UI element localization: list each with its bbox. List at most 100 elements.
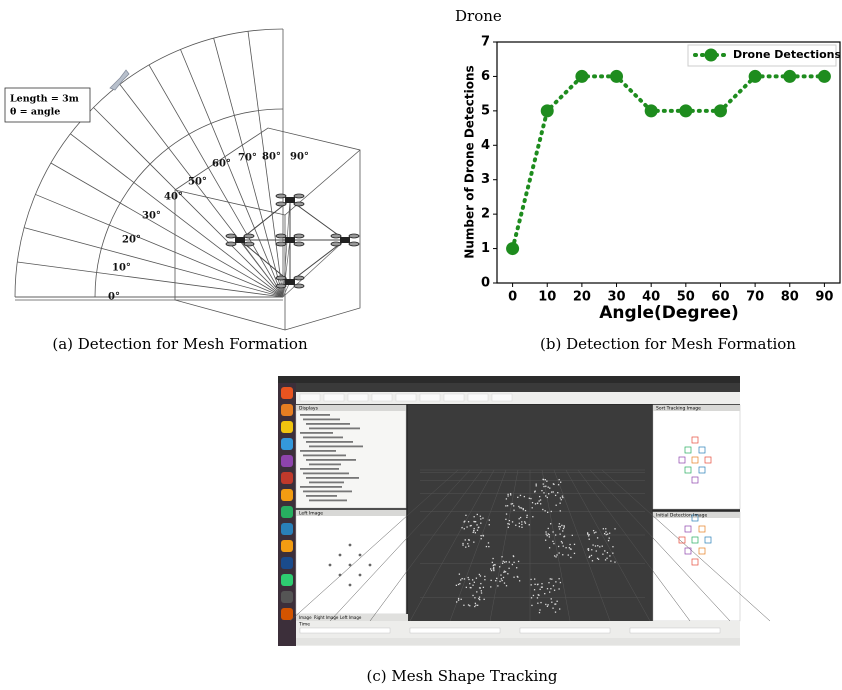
image-dot <box>329 564 332 567</box>
cloud-point <box>474 597 475 598</box>
dock-icon[interactable] <box>281 438 293 450</box>
toolbar-button[interactable] <box>324 394 344 401</box>
cloud-point <box>491 570 492 571</box>
drone-rotor <box>294 276 304 280</box>
cloud-point <box>477 514 478 515</box>
dock-icon[interactable] <box>281 421 293 433</box>
tree-row <box>309 482 344 484</box>
toolbar-button[interactable] <box>420 394 440 401</box>
toolbar-button[interactable] <box>300 394 320 401</box>
cloud-point <box>476 524 477 525</box>
toolbar-button[interactable] <box>492 394 512 401</box>
caption: (c) Mesh Shape Tracking <box>366 667 557 685</box>
tab[interactable]: Image <box>299 615 312 620</box>
dock-icon[interactable] <box>281 574 293 586</box>
dock-icon[interactable] <box>281 523 293 535</box>
cloud-point <box>470 525 471 526</box>
cloud-point <box>541 490 542 491</box>
toolbar-button[interactable] <box>348 394 368 401</box>
data-point <box>610 70 623 83</box>
drone-rotor <box>244 234 254 238</box>
cloud-point <box>546 481 547 482</box>
cloud-point <box>458 584 459 585</box>
tree-row <box>306 477 359 479</box>
drone-rotor <box>226 234 236 238</box>
cloud-point <box>464 578 465 579</box>
time-field <box>630 628 720 633</box>
cloud-point <box>478 527 479 528</box>
tree-row <box>309 446 363 448</box>
cloud-point <box>480 587 481 588</box>
tree-row <box>306 459 356 461</box>
dock-icon[interactable] <box>281 591 293 603</box>
cloud-point <box>559 528 560 529</box>
tree-row <box>303 473 349 475</box>
dock-icon[interactable] <box>281 472 293 484</box>
dock-icon[interactable] <box>281 489 293 501</box>
cloud-point <box>574 553 575 554</box>
cloud-point <box>468 521 469 522</box>
drone-rotor <box>226 242 236 246</box>
cloud-point <box>543 483 544 484</box>
cloud-point <box>493 564 494 565</box>
cloud-point <box>544 593 545 594</box>
drone-rotor <box>276 284 286 288</box>
data-point <box>818 70 831 83</box>
cloud-point <box>563 525 564 526</box>
toolbar-button[interactable] <box>372 394 392 401</box>
drone-body <box>235 237 245 243</box>
cloud-point <box>605 559 606 560</box>
cloud-point <box>500 574 501 575</box>
angle-label: 40° <box>164 192 183 203</box>
cloud-point <box>477 605 478 606</box>
cloud-point <box>598 559 599 560</box>
dock-icon[interactable] <box>281 387 293 399</box>
cloud-point <box>558 546 559 547</box>
cloud-point <box>561 541 562 542</box>
tab[interactable]: Right Image <box>314 615 339 620</box>
dock-icon[interactable] <box>281 455 293 467</box>
cloud-point <box>597 545 598 546</box>
drone-body <box>285 197 295 203</box>
toolbar-button[interactable] <box>444 394 464 401</box>
tree-row <box>303 437 343 439</box>
cloud-point <box>490 586 491 587</box>
cloud-point <box>506 513 507 514</box>
cloud-point <box>558 526 559 527</box>
drone-rotor <box>349 242 359 246</box>
dock-icon[interactable] <box>281 608 293 620</box>
dock-icon[interactable] <box>281 404 293 416</box>
cloud-point <box>474 516 475 517</box>
cloud-point <box>614 528 615 529</box>
x-tick-label: 50 <box>677 290 695 305</box>
cloud-point <box>605 531 606 532</box>
cloud-point <box>548 582 549 583</box>
cloud-point <box>468 577 469 578</box>
cloud-point <box>534 584 535 585</box>
cloud-point <box>462 543 463 544</box>
cloud-point <box>570 557 571 558</box>
drone-rotor <box>244 242 254 246</box>
dock-icon[interactable] <box>281 506 293 518</box>
toolbar-button[interactable] <box>396 394 416 401</box>
cloud-point <box>556 505 557 506</box>
cloud-point <box>513 577 514 578</box>
cloud-point <box>534 578 535 579</box>
cloud-point <box>544 510 545 511</box>
cloud-point <box>548 493 549 494</box>
cloud-point <box>507 573 508 574</box>
cloud-point <box>517 497 518 498</box>
cloud-point <box>559 534 560 535</box>
dock-icon[interactable] <box>281 557 293 569</box>
cloud-point <box>495 580 496 581</box>
cloud-point <box>612 546 613 547</box>
fan-line <box>51 163 283 297</box>
toolbar-button[interactable] <box>468 394 488 401</box>
image-dot <box>349 564 352 567</box>
cloud-point <box>504 562 505 563</box>
cloud-point <box>554 555 555 556</box>
cloud-point <box>459 574 460 575</box>
tab[interactable]: Left Image <box>340 615 362 620</box>
dock-icon[interactable] <box>281 540 293 552</box>
cloud-point <box>465 547 466 548</box>
